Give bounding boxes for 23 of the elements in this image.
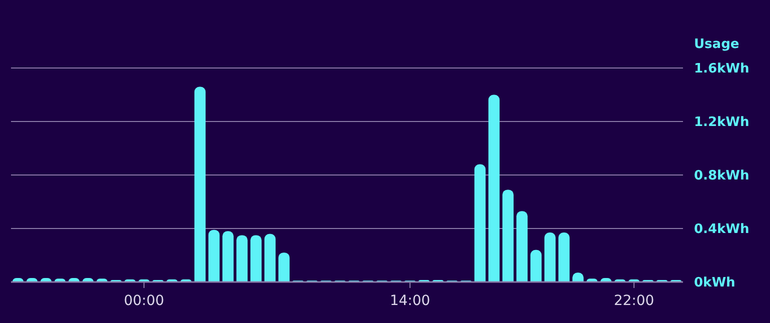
y-tick-label: 0kWh (694, 276, 736, 291)
bar (194, 86, 206, 282)
bar (278, 252, 290, 282)
bar (208, 230, 220, 282)
x-tick-label: 14:00 (390, 293, 430, 309)
x-tick-label: 00:00 (124, 293, 164, 309)
y-tick-label: 0.4kWh (694, 222, 750, 238)
x-tick-label: 22:00 (614, 293, 654, 309)
bar (502, 190, 514, 282)
bar (236, 235, 248, 282)
y-tick-label: 0.8kWh (694, 168, 750, 184)
bar (264, 234, 276, 282)
y-tick-label: 1.2kWh (694, 115, 750, 130)
bar (544, 232, 556, 282)
bar (530, 250, 542, 282)
bar (558, 232, 570, 282)
y-axis-title: Usage (694, 37, 740, 52)
bar (516, 211, 528, 282)
bar (474, 164, 486, 282)
y-tick-label: 1.6kWh (694, 62, 750, 77)
bar (250, 235, 262, 282)
bar (222, 231, 234, 282)
bar (488, 94, 500, 282)
